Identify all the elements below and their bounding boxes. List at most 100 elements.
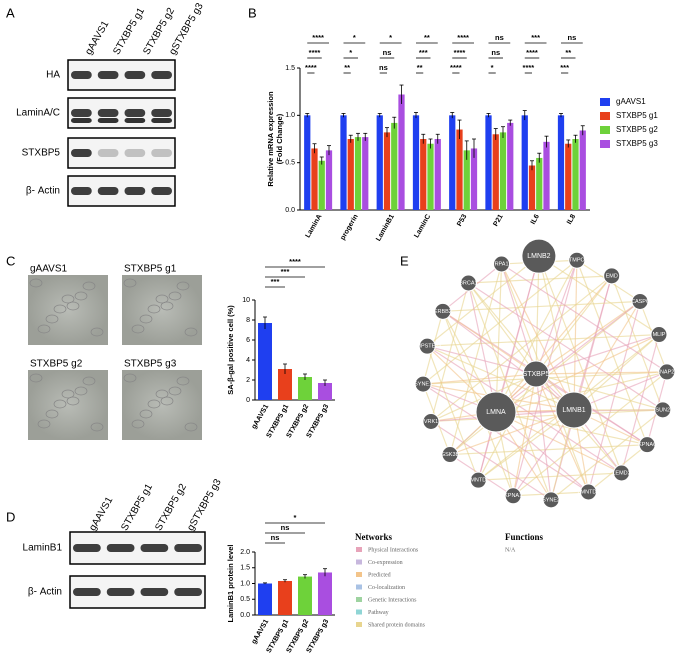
micrograph bbox=[122, 370, 202, 440]
network-label: Pathway bbox=[368, 610, 389, 616]
lane-label: gAAVS1 bbox=[87, 495, 115, 533]
band bbox=[71, 149, 92, 157]
edge bbox=[422, 383, 589, 493]
gene-label: TMPO bbox=[569, 258, 586, 264]
edge bbox=[573, 260, 578, 411]
edge bbox=[477, 409, 575, 481]
edge bbox=[426, 345, 479, 481]
gene-node bbox=[414, 375, 432, 393]
gene-label: SYNE2 bbox=[542, 497, 560, 503]
cell bbox=[66, 301, 80, 311]
significance-label: * bbox=[294, 513, 297, 522]
bar bbox=[391, 122, 398, 210]
cell bbox=[66, 396, 80, 406]
cell bbox=[45, 314, 59, 324]
edge bbox=[495, 263, 503, 413]
bar bbox=[318, 383, 332, 400]
network-label: Physical Interactions bbox=[368, 547, 419, 553]
cell bbox=[53, 304, 67, 314]
gene-label: LMNTD2 bbox=[577, 489, 599, 495]
bar bbox=[318, 572, 332, 615]
bar bbox=[507, 122, 514, 210]
x-tick-label: gAAVS1 bbox=[251, 403, 271, 430]
gene-label: SNAP23 bbox=[656, 369, 677, 375]
edge bbox=[495, 411, 648, 446]
cell bbox=[123, 278, 137, 288]
x-tick-label: STXBP5 g3 bbox=[306, 618, 331, 654]
functions-title: Functions bbox=[505, 532, 544, 542]
gene-node bbox=[654, 401, 672, 419]
edge bbox=[535, 373, 663, 411]
panel-label: C bbox=[6, 253, 15, 268]
gene-node bbox=[493, 255, 511, 273]
bar bbox=[463, 150, 470, 210]
gene-label: ZMPSTE24 bbox=[413, 344, 441, 350]
image-label: STXBP5 g3 bbox=[124, 359, 177, 370]
gene-label: SYNE1 bbox=[414, 382, 432, 388]
significance-label: *** bbox=[419, 48, 428, 57]
y-tick-label: 1.0 bbox=[285, 112, 295, 119]
image-label: STXBP5 g2 bbox=[30, 359, 83, 370]
significance-label: **** bbox=[457, 33, 469, 42]
significance-label: **** bbox=[309, 48, 321, 57]
edge bbox=[550, 409, 664, 501]
band bbox=[97, 71, 119, 79]
band bbox=[71, 109, 92, 117]
bar bbox=[499, 132, 507, 210]
micrograph bbox=[28, 275, 108, 345]
significance-label: *** bbox=[271, 277, 280, 286]
legend-swatch bbox=[600, 126, 610, 134]
row-label: β- Actin bbox=[28, 587, 62, 598]
edge bbox=[423, 373, 537, 385]
edge bbox=[442, 310, 575, 411]
band bbox=[106, 588, 135, 596]
x-tick-label: IL8 bbox=[566, 213, 577, 225]
cell bbox=[184, 422, 198, 432]
bar bbox=[304, 115, 311, 210]
y-tick-label: 0 bbox=[246, 397, 250, 404]
bar bbox=[325, 150, 333, 210]
x-tick-label: IL6 bbox=[530, 213, 541, 225]
network-label: Predicted bbox=[368, 572, 391, 578]
cell bbox=[147, 304, 161, 314]
gene-node bbox=[521, 238, 557, 274]
significance-label: ns bbox=[379, 63, 388, 72]
bar bbox=[485, 115, 492, 210]
edge bbox=[535, 373, 590, 493]
edge bbox=[426, 345, 622, 474]
band bbox=[124, 187, 146, 195]
significance-label: ** bbox=[424, 33, 430, 42]
y-tick-label: 4 bbox=[246, 357, 250, 364]
band bbox=[124, 118, 146, 123]
gene-label: RPA1 bbox=[495, 261, 509, 267]
band bbox=[151, 109, 172, 117]
edge bbox=[535, 333, 660, 375]
gene-node bbox=[579, 483, 597, 501]
bar bbox=[528, 165, 536, 210]
band bbox=[73, 588, 101, 596]
row-label: STXBP5 bbox=[22, 148, 61, 159]
gene-node bbox=[542, 491, 560, 509]
functions-value: N/A bbox=[505, 547, 516, 553]
edge bbox=[573, 275, 613, 411]
y-tick-label: 1.5 bbox=[285, 65, 295, 72]
edge bbox=[467, 282, 575, 411]
significance-label: **** bbox=[289, 257, 301, 266]
y-tick-label: 0.0 bbox=[285, 207, 295, 214]
network-swatch bbox=[356, 559, 362, 565]
bar bbox=[557, 115, 565, 210]
significance-label: **** bbox=[526, 48, 538, 57]
gene-label: SUN2 bbox=[655, 407, 670, 413]
significance-label: ns bbox=[383, 48, 392, 57]
x-tick-label: progerin bbox=[339, 213, 359, 241]
panel-label: E bbox=[400, 253, 409, 268]
gene-node bbox=[555, 391, 593, 429]
cell bbox=[74, 291, 88, 301]
cell bbox=[61, 294, 75, 304]
network-swatch bbox=[356, 584, 362, 590]
significance-label: * bbox=[353, 33, 356, 42]
edge bbox=[467, 282, 497, 413]
significance-label: ** bbox=[565, 48, 571, 57]
edge bbox=[501, 263, 668, 373]
edge bbox=[442, 310, 537, 375]
